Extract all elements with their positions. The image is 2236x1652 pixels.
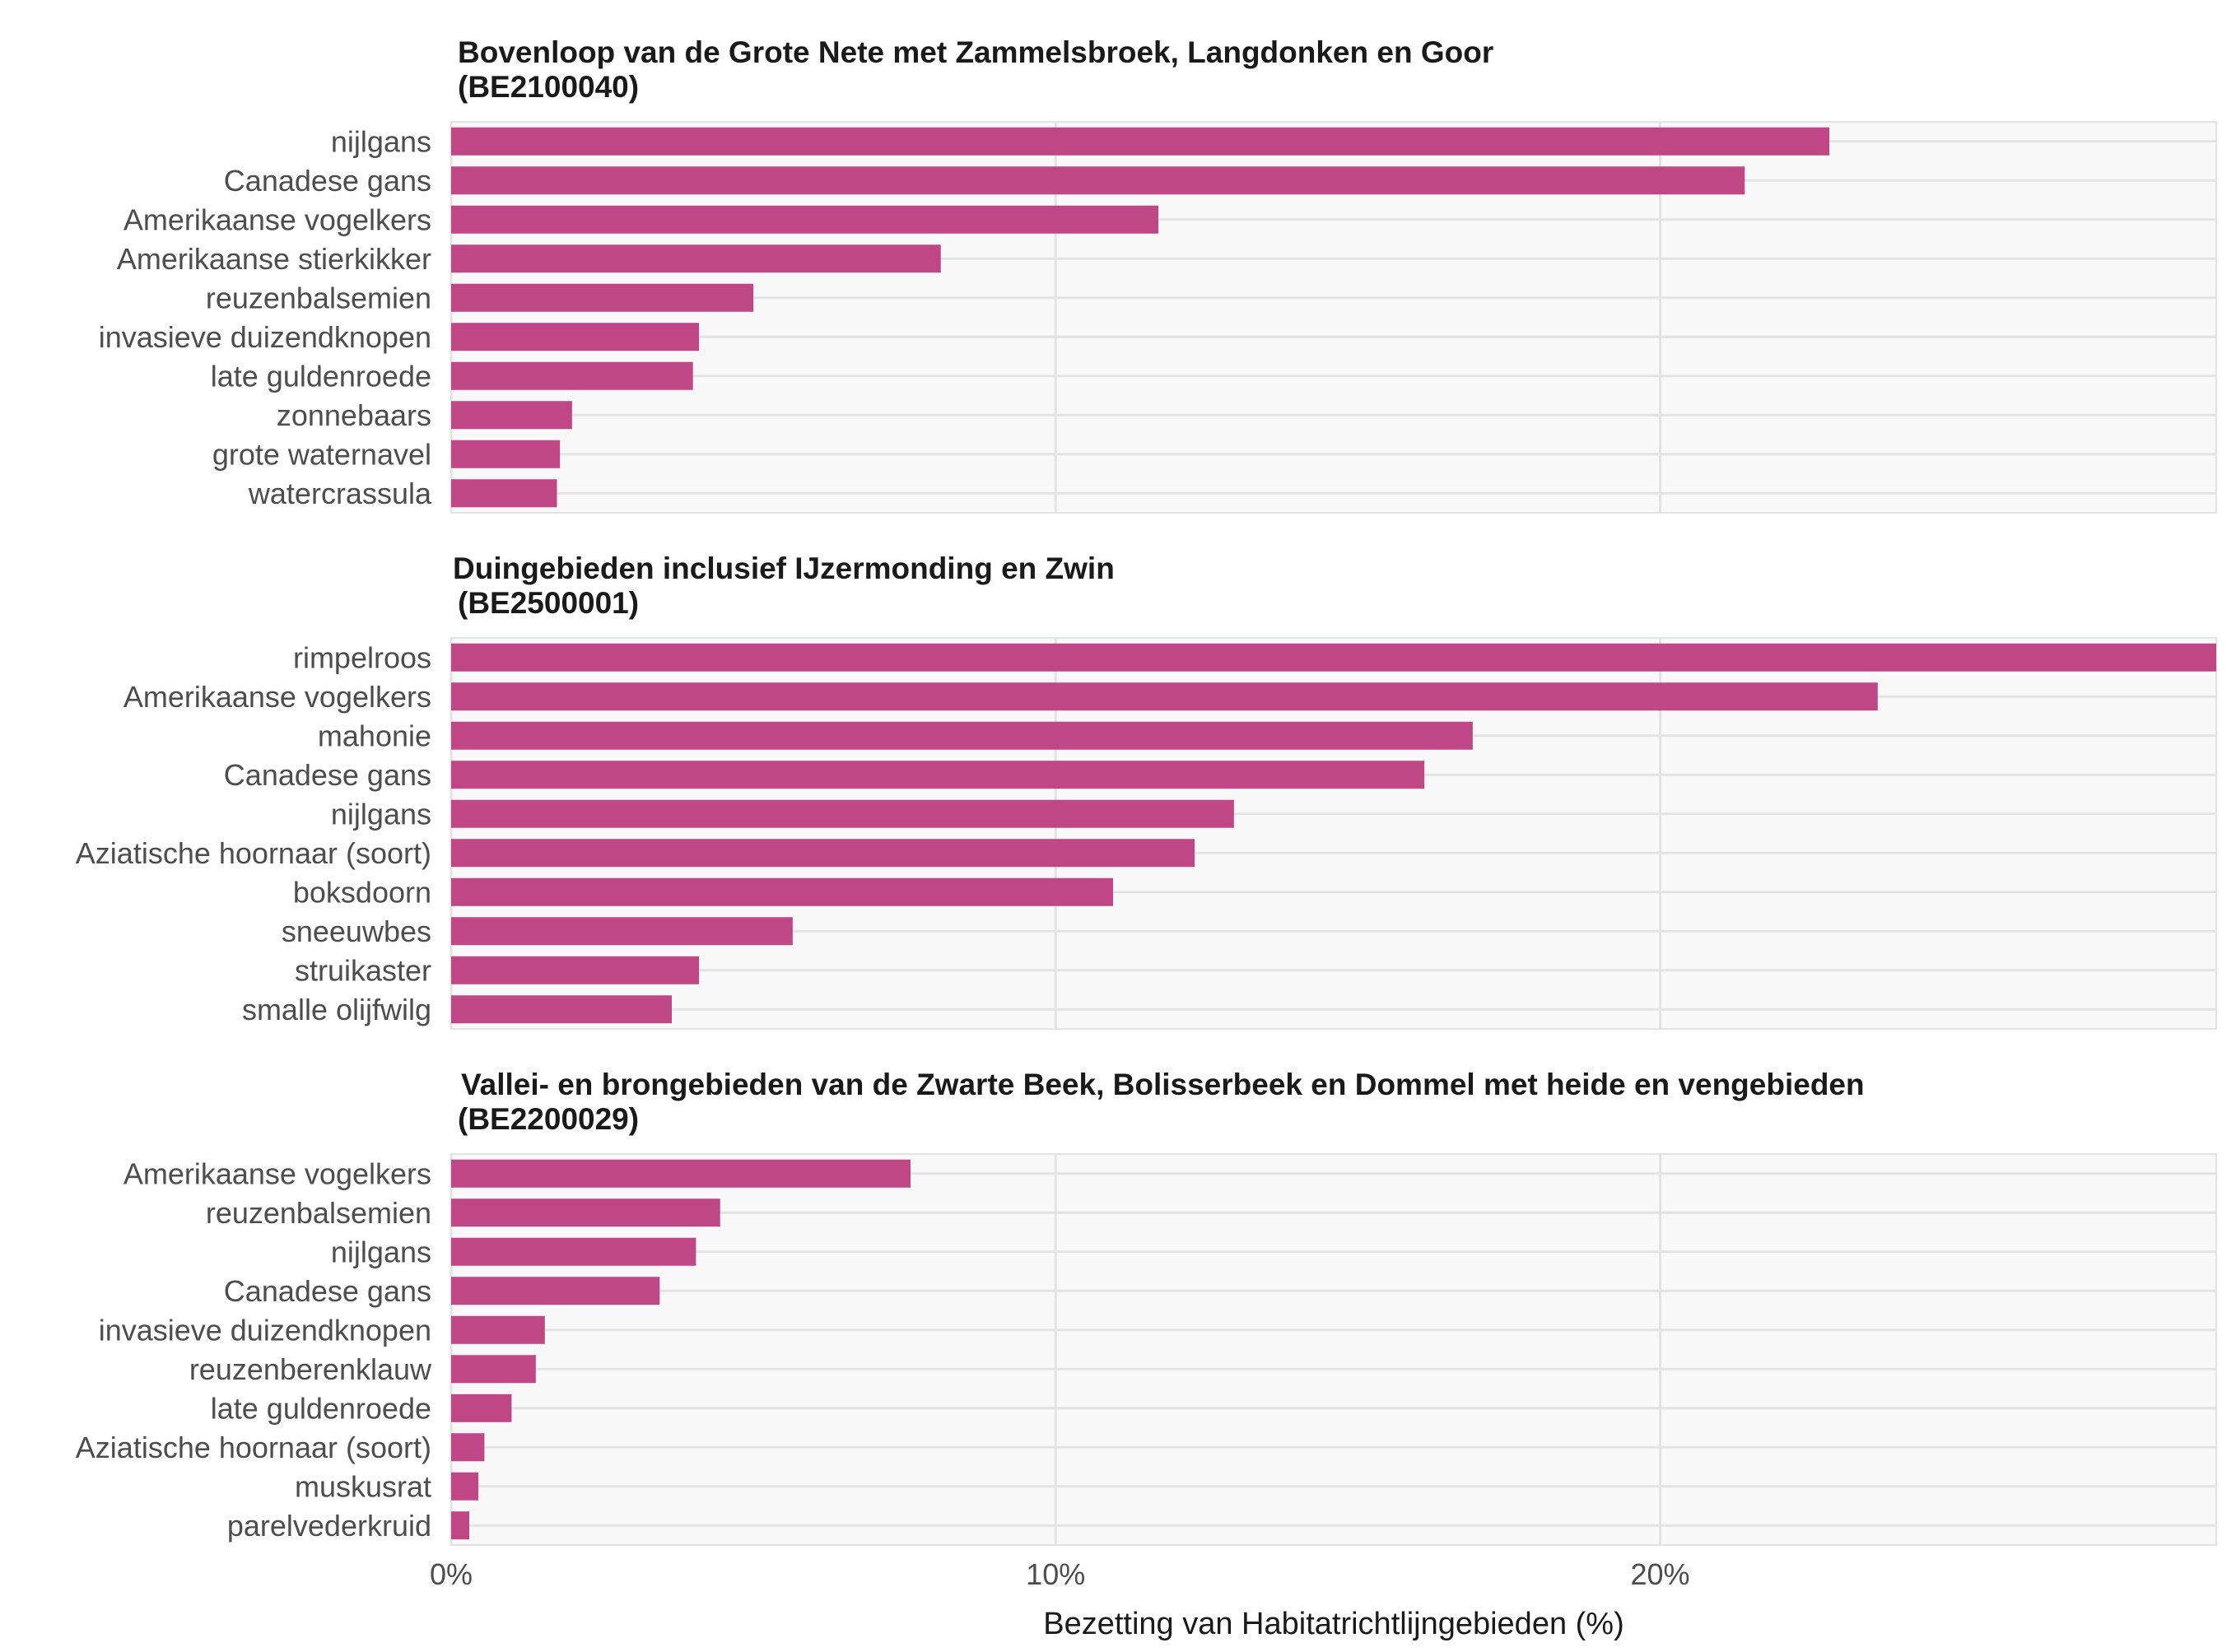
- bar: [451, 361, 693, 390]
- bar: [451, 917, 793, 946]
- category-label: Canadese gans: [224, 1274, 431, 1308]
- category-label: nijlgans: [331, 797, 431, 831]
- category-label: Amerikaanse vogelkers: [123, 202, 431, 236]
- x-tick-label: 0%: [430, 1557, 473, 1591]
- category-label: late guldenroede: [211, 359, 431, 393]
- bar: [451, 1159, 911, 1188]
- category-label: mahonie: [318, 719, 431, 752]
- category-label: parelvederkruid: [227, 1509, 431, 1543]
- x-tick-label: 10%: [1026, 1557, 1085, 1591]
- category-label: sneeuwbes: [282, 914, 431, 948]
- bar: [451, 1315, 545, 1344]
- category-label: invasieve duizendknopen: [99, 1313, 431, 1347]
- panel-subtitle: (BE2100040): [458, 70, 639, 104]
- category-label: Canadese gans: [224, 164, 431, 198]
- bar: [451, 721, 1473, 750]
- category-label: Amerikaanse stierkikker: [117, 242, 431, 276]
- bar: [451, 1277, 660, 1305]
- category-label: muskusrat: [295, 1469, 431, 1503]
- bar: [451, 1355, 536, 1384]
- bar: [451, 956, 700, 984]
- category-label: Aziatische hoornaar (soort): [76, 1431, 431, 1464]
- bar: [451, 283, 754, 312]
- category-label: late guldenroede: [211, 1391, 431, 1425]
- category-label: watercrassula: [248, 477, 432, 510]
- panel-title: Bovenloop van de Grote Nete met Zammelsb…: [458, 35, 1493, 69]
- bar: [451, 244, 941, 273]
- category-label: grote waternavel: [212, 437, 431, 471]
- category-label: Amerikaanse vogelkers: [123, 680, 431, 714]
- category-label: reuzenbalsemien: [206, 1196, 431, 1230]
- panel-1: nijlgans Canadese gans Amerikaanse vogelke…: [99, 35, 2217, 514]
- category-label: Aziatische hoornaar (soort): [76, 836, 431, 870]
- bar: [451, 205, 1159, 234]
- category-label: nijlgans: [331, 124, 431, 158]
- panel-subtitle: (BE2200029): [458, 1102, 639, 1136]
- bar: [451, 127, 1830, 156]
- bar: [451, 166, 1745, 195]
- bar: [451, 643, 2216, 672]
- bar: [451, 1237, 696, 1266]
- category-label: Canadese gans: [224, 758, 431, 792]
- category-label: zonnebaars: [277, 398, 431, 432]
- bar: [451, 1198, 720, 1227]
- panel-subtitle: (BE2500001): [458, 586, 639, 620]
- category-label: rimpelroos: [293, 640, 431, 674]
- bar: [451, 1394, 512, 1422]
- bar: [451, 761, 1425, 789]
- bar: [451, 995, 672, 1024]
- bar: [451, 1472, 479, 1501]
- bar: [451, 440, 561, 468]
- category-label: smalle olijfwilg: [242, 993, 431, 1026]
- category-label: Amerikaanse vogelkers: [123, 1156, 431, 1190]
- category-label: struikaster: [295, 953, 431, 987]
- panel-title: Duingebieden inclusief IJzermonding en Z…: [453, 551, 1115, 585]
- category-label: invasieve duizendknopen: [99, 320, 431, 354]
- bar: [451, 877, 1113, 906]
- bar: [451, 401, 572, 430]
- category-label: reuzenberenklauw: [189, 1352, 432, 1386]
- bar: [451, 682, 1878, 711]
- category-label: nijlgans: [331, 1235, 431, 1268]
- panel-3: Amerikaanse vogelkers reuzenbalsemien nijl…: [76, 1068, 2217, 1546]
- category-label: boksdoorn: [293, 875, 431, 909]
- bar: [451, 1433, 485, 1462]
- bar: [451, 1511, 470, 1540]
- panel-title: Vallei- en brongebieden van de Zwarte Be…: [461, 1068, 1865, 1101]
- bar: [451, 799, 1234, 828]
- bar: [451, 839, 1195, 868]
- panel-2: rimpelroos Amerikaanse vogelkers mahonie Ca…: [76, 551, 2217, 1030]
- bar: [451, 479, 557, 508]
- x-tick-label: 20%: [1630, 1557, 1689, 1591]
- category-label: reuzenbalsemien: [206, 281, 431, 314]
- x-axis-title: Bezetting van Habitatrichtlijngebieden (…: [1043, 1607, 1624, 1641]
- bar: [451, 323, 700, 351]
